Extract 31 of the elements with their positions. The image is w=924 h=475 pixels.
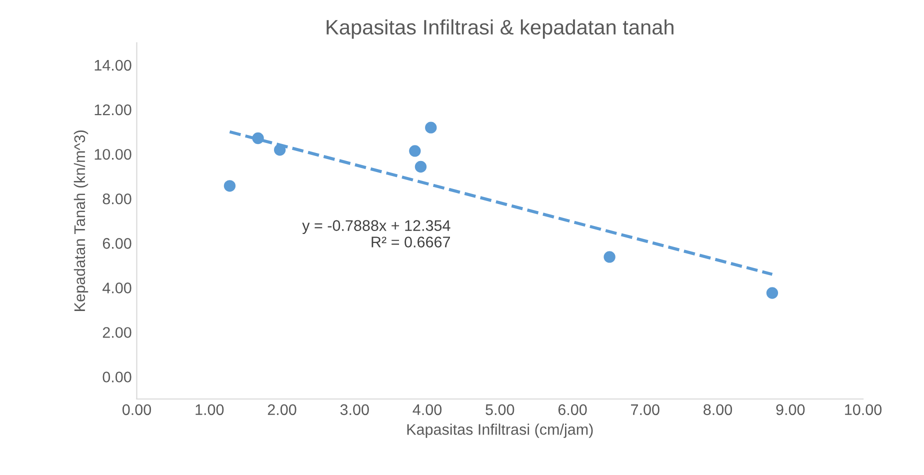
x-tick-label: 4.00 <box>412 404 442 416</box>
point <box>414 160 427 173</box>
y-tick-label: 10.00 <box>94 148 132 160</box>
point <box>409 145 421 157</box>
annotation: y = -0.7888x + 12.354 R² = 0.6667 <box>302 220 450 248</box>
x-tick-label: 6.00 <box>558 404 587 416</box>
point <box>766 287 778 299</box>
x-tick-label: 9.00 <box>776 404 805 416</box>
x-tick-label: 3.00 <box>340 404 369 416</box>
point <box>224 180 236 192</box>
y-tick-label: 6.00 <box>102 238 132 249</box>
x-axis-title: Kapasitas Infiltrasi (cm/jam) <box>407 424 593 438</box>
point <box>604 251 616 263</box>
x-tick-label: 1.00 <box>196 404 224 416</box>
x-tick-label: 0.00 <box>122 404 152 416</box>
y-axis-title: Kepadatan Tanah (kn/m^3) <box>74 130 88 311</box>
x-tick-label: 8.00 <box>704 404 732 416</box>
point <box>425 122 437 134</box>
point <box>252 132 264 144</box>
y-tick-label: 2.00 <box>102 327 132 338</box>
x-tick-label: 7.00 <box>631 404 660 416</box>
y-tick-label: 4.00 <box>102 282 132 294</box>
y-tick-label: 0.00 <box>102 372 132 382</box>
point <box>274 144 286 156</box>
y-tick-label: 8.00 <box>102 193 132 204</box>
y-tick-label: 14.00 <box>94 60 132 71</box>
x-tick-label: 5.00 <box>486 404 514 416</box>
y-tick-label: 12.00 <box>94 104 132 116</box>
x-tick-label: 2.00 <box>268 404 296 416</box>
chart-title: Kapasitas Infiltrasi & kepadatan tanah <box>326 19 674 39</box>
x-tick-label: 10.00 <box>845 404 882 416</box>
